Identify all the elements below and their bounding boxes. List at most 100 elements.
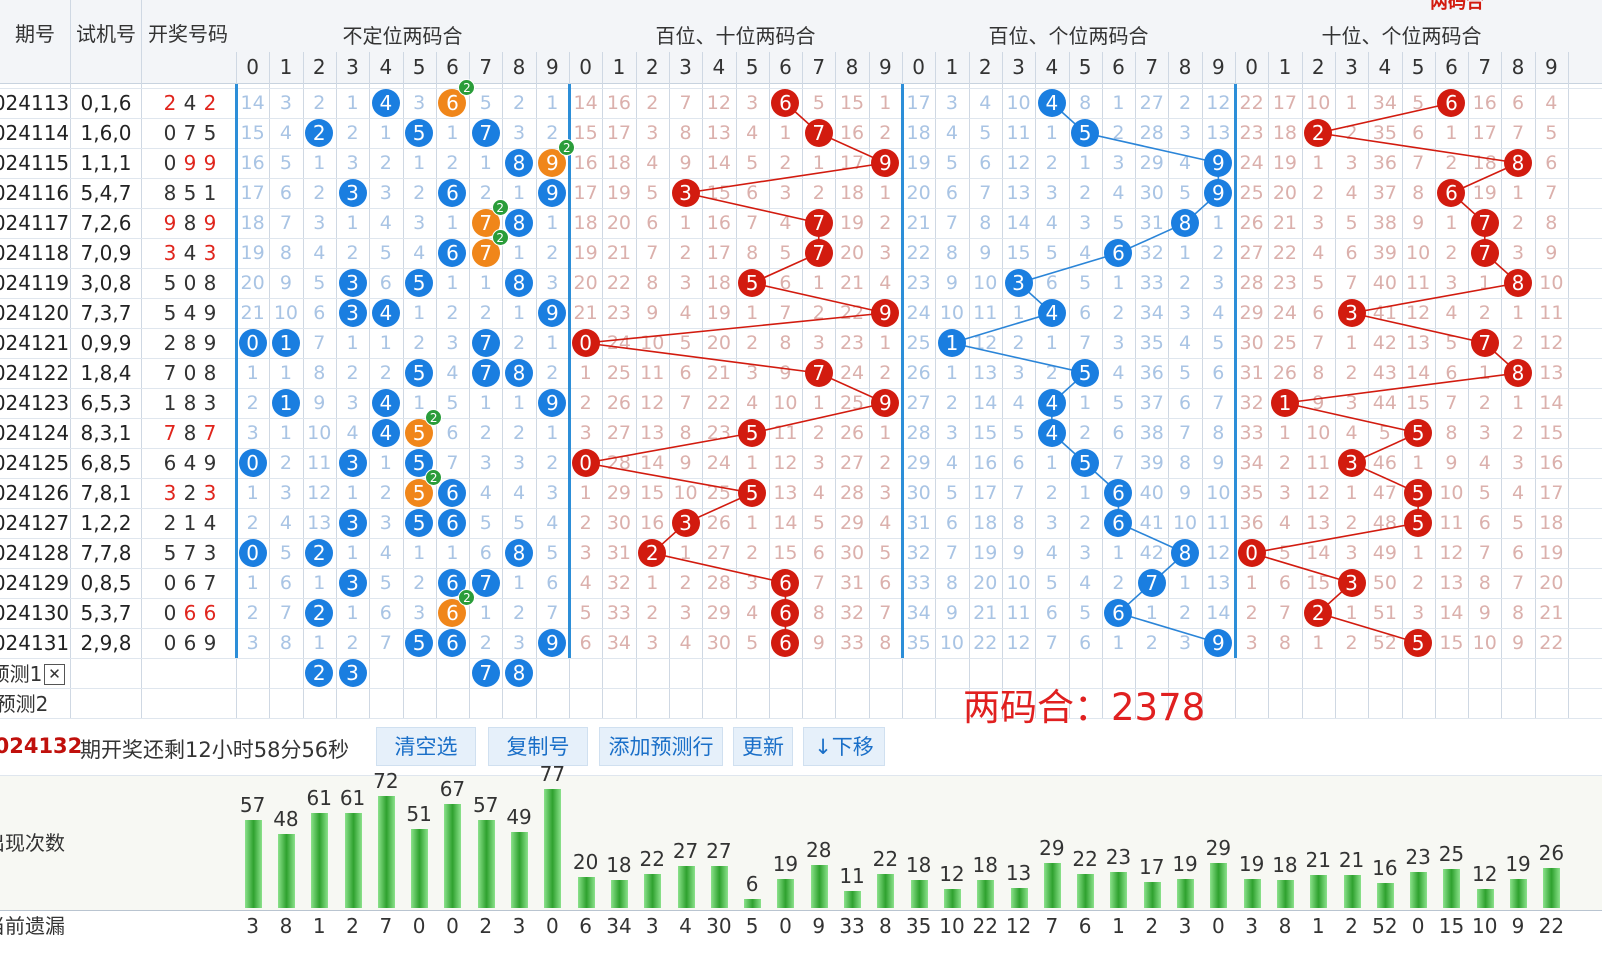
hit-ball: 7	[471, 359, 500, 387]
col-test-header: 试机号	[76, 22, 136, 46]
grid-row-line	[0, 718, 1602, 719]
omission-cell: 2	[1079, 422, 1092, 444]
omission-cell: 5	[746, 152, 759, 174]
test-number-cell: 0,1,6	[80, 91, 132, 115]
draw-digit: 3	[203, 541, 217, 565]
omission-cell: 2	[279, 452, 292, 474]
omission-cell: 5	[279, 542, 292, 564]
hit-ball: 8	[505, 149, 534, 177]
omission-cell: 1	[313, 632, 326, 654]
hit-ball: 3	[338, 569, 367, 597]
draw-digit: 0	[163, 631, 177, 655]
omission-cell: 1	[379, 122, 392, 144]
omission-cell: 3	[1511, 452, 1525, 474]
omission-cell: 9	[1545, 242, 1558, 264]
appear-bar	[1410, 872, 1428, 908]
omission-cell: 9	[1478, 602, 1491, 624]
omission-cell: 2	[1079, 512, 1092, 534]
omission-cell: 8	[679, 122, 692, 144]
appear-count: 26	[1538, 840, 1565, 865]
omission-cell: 1	[512, 182, 526, 204]
omission-cell: 1	[546, 212, 559, 234]
predict-ball[interactable]: 7	[471, 659, 500, 687]
omission-cell: 52	[1372, 632, 1397, 654]
issue-cell: 024118	[0, 241, 70, 265]
omission-cell: 3	[1178, 302, 1192, 324]
issue-cell: 024120	[0, 301, 70, 325]
omission-cell: 8	[1278, 632, 1291, 654]
predict-close-icon[interactable]: ✕	[44, 664, 65, 685]
omission-cell: 19	[240, 242, 265, 264]
hit-ball: 5	[1071, 449, 1100, 477]
omission-cell: 4	[446, 362, 459, 384]
omission-cell: 20	[573, 272, 598, 294]
omission-cell: 8	[313, 362, 326, 384]
omission-cell: 6	[579, 632, 592, 654]
appear-bar	[877, 873, 895, 908]
omission-cell: 1	[1079, 152, 1092, 174]
digit-header-2-6: 6	[1112, 55, 1125, 79]
omission-cell: 10	[973, 272, 998, 294]
draw-digit: 0	[183, 271, 197, 295]
repeat-badge: 2	[491, 199, 509, 216]
omission-cell: 7	[945, 212, 958, 234]
issue-cell: 024115	[0, 151, 70, 175]
copy-numbers-button[interactable]: 复制号码	[488, 727, 588, 798]
omission-cell: 16	[573, 152, 598, 174]
digit-header-1-4: 4	[712, 55, 726, 79]
omission-cell: 31	[1239, 362, 1264, 384]
update-button[interactable]: 更新	[733, 727, 793, 766]
omission-cell: 3	[1012, 362, 1025, 384]
hit-ball: 5	[405, 629, 434, 657]
clear-selection-button[interactable]: 清空选号	[376, 727, 476, 798]
omission-cell: 7	[1545, 182, 1558, 204]
omission-cell: 3	[679, 272, 692, 294]
omission-cell: 7	[1212, 392, 1225, 414]
digit-header-0-8: 8	[512, 55, 526, 79]
omission-cell: 9	[646, 302, 659, 324]
draw-digit: 9	[183, 151, 197, 175]
omission-cell: 3	[246, 632, 259, 654]
hit-ball: 7	[804, 239, 833, 267]
draw-digit: 4	[183, 91, 197, 115]
hit-ball: 3	[338, 449, 367, 477]
omission-cell: 42	[1139, 542, 1164, 564]
omission-cell: 4	[879, 272, 892, 294]
appear-count: 19	[1505, 851, 1531, 876]
omission-cell: 5	[812, 512, 825, 534]
col-draw-header: 开奖号码	[148, 22, 228, 46]
draw-digit: 8	[183, 331, 197, 355]
omission-cell: 16	[640, 512, 665, 534]
omission-cell: 16	[839, 122, 865, 144]
omission-cell: 1	[1345, 482, 1358, 504]
omission-cell: 33	[1239, 422, 1264, 444]
omission-cell: 6	[1478, 512, 1491, 534]
omission-cell: 4	[379, 542, 392, 564]
appear-bar	[411, 828, 429, 908]
omission-cell: 7	[679, 392, 692, 414]
hit-ball: 8	[505, 209, 534, 237]
omission-cell: 1	[479, 152, 492, 174]
omission-cell: 3	[546, 482, 559, 504]
omission-cell: 2	[346, 242, 359, 264]
omission-cell: 1	[279, 422, 292, 444]
predict-ball[interactable]: 3	[338, 659, 367, 687]
predict-ball[interactable]: 8	[505, 659, 534, 687]
appear-bar	[910, 880, 928, 908]
omit-count: 8	[1278, 914, 1292, 938]
omission-cell: 49	[1372, 542, 1397, 564]
stats-divider	[0, 910, 1602, 911]
omission-cell: 1	[812, 272, 825, 294]
omission-cell: 11	[1006, 122, 1031, 144]
omission-cell: 5	[379, 572, 392, 594]
hit-ball: 5	[405, 359, 434, 387]
move-down-button[interactable]: ↓下移	[803, 727, 885, 766]
hit-ball: 3	[338, 179, 367, 207]
omission-cell: 3	[346, 392, 359, 414]
omission-cell: 1	[512, 302, 526, 324]
predict-ball[interactable]: 2	[305, 659, 334, 687]
add-predict-row-button[interactable]: 添加预测行	[599, 727, 723, 766]
omission-cell: 2	[413, 182, 426, 204]
appear-bar	[277, 833, 295, 908]
appear-count: 67	[439, 777, 466, 802]
